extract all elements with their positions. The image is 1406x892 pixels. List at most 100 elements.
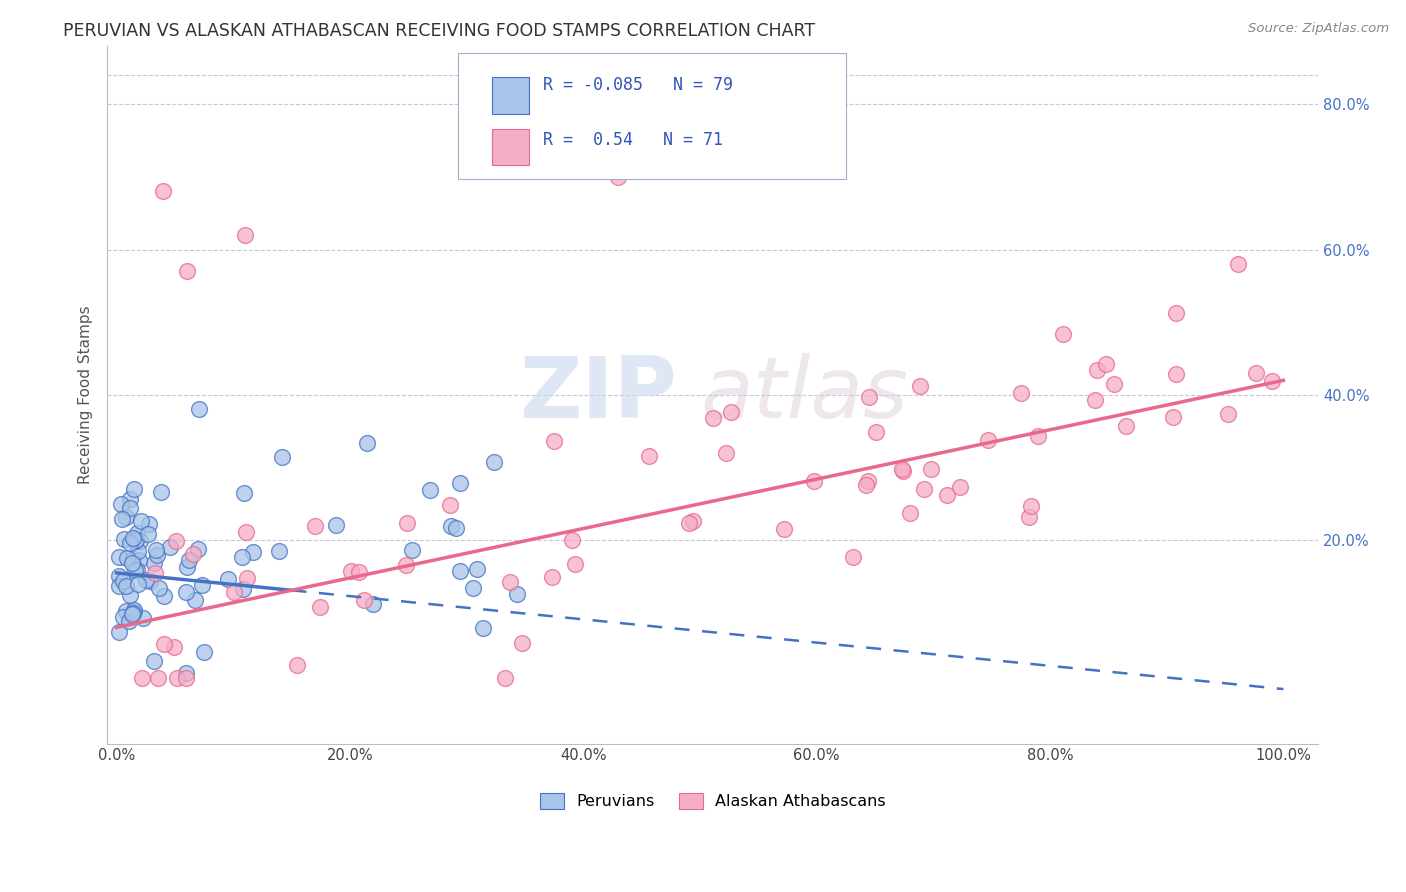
Text: Source: ZipAtlas.com: Source: ZipAtlas.com bbox=[1249, 22, 1389, 36]
Point bbox=[920, 462, 942, 476]
Point bbox=[152, 185, 174, 199]
Point bbox=[112, 532, 135, 546]
Point bbox=[1026, 429, 1049, 443]
Point bbox=[1244, 366, 1267, 380]
FancyBboxPatch shape bbox=[458, 54, 846, 178]
Point bbox=[842, 549, 865, 564]
Point bbox=[401, 543, 423, 558]
Point bbox=[193, 645, 215, 659]
Point bbox=[125, 533, 148, 548]
Point bbox=[472, 621, 495, 635]
Point bbox=[174, 585, 197, 599]
Point bbox=[353, 593, 375, 607]
Point bbox=[143, 556, 166, 570]
Point bbox=[720, 405, 742, 419]
Point bbox=[856, 474, 879, 488]
Point bbox=[1052, 327, 1074, 342]
Point bbox=[232, 582, 254, 596]
Point bbox=[505, 587, 527, 601]
Point bbox=[498, 574, 520, 589]
Point bbox=[865, 425, 887, 439]
Point bbox=[114, 509, 136, 524]
Point bbox=[127, 577, 149, 591]
Point bbox=[127, 544, 149, 558]
Point bbox=[163, 640, 186, 654]
Point bbox=[128, 533, 150, 548]
Point bbox=[449, 565, 471, 579]
Point bbox=[702, 410, 724, 425]
Point bbox=[122, 552, 145, 566]
Point bbox=[181, 547, 204, 561]
Point bbox=[112, 610, 135, 624]
Point bbox=[1161, 410, 1184, 425]
Point bbox=[482, 455, 505, 469]
Bar bbox=[492, 78, 529, 113]
Point bbox=[678, 516, 700, 530]
Text: R =  0.54   N = 71: R = 0.54 N = 71 bbox=[543, 131, 723, 149]
Point bbox=[190, 577, 212, 591]
Point bbox=[1010, 385, 1032, 400]
Point bbox=[908, 379, 931, 393]
Point bbox=[115, 579, 138, 593]
Point bbox=[936, 487, 959, 501]
Point bbox=[120, 501, 142, 516]
Point bbox=[1261, 374, 1284, 388]
Point bbox=[891, 463, 914, 477]
Point bbox=[269, 544, 291, 558]
Point bbox=[232, 486, 254, 500]
Point bbox=[395, 558, 418, 572]
Point bbox=[108, 569, 131, 583]
Point bbox=[439, 498, 461, 512]
Point bbox=[176, 560, 198, 574]
Point bbox=[1166, 368, 1188, 382]
Point bbox=[912, 482, 935, 496]
Text: R = -0.085   N = 79: R = -0.085 N = 79 bbox=[543, 77, 733, 95]
Point bbox=[183, 593, 205, 607]
Point bbox=[361, 597, 384, 611]
Point bbox=[118, 588, 141, 602]
Point bbox=[108, 579, 131, 593]
Point bbox=[449, 475, 471, 490]
Point bbox=[270, 450, 292, 465]
Legend: Peruvians, Alaskan Athabascans: Peruvians, Alaskan Athabascans bbox=[533, 787, 893, 816]
Point bbox=[111, 512, 134, 526]
Point bbox=[682, 514, 704, 528]
Point bbox=[891, 462, 914, 476]
Point bbox=[803, 474, 825, 488]
Point bbox=[129, 514, 152, 528]
Point bbox=[772, 522, 794, 536]
Point bbox=[165, 534, 187, 549]
Point bbox=[1218, 407, 1240, 421]
Point bbox=[1018, 509, 1040, 524]
Point bbox=[110, 497, 132, 511]
Point bbox=[146, 549, 169, 563]
Point bbox=[125, 563, 148, 577]
Text: ZIP: ZIP bbox=[519, 353, 676, 436]
Point bbox=[235, 524, 257, 539]
Point bbox=[179, 553, 201, 567]
Point bbox=[898, 506, 921, 520]
Point bbox=[118, 536, 141, 550]
Point bbox=[138, 574, 160, 589]
Point bbox=[494, 671, 516, 685]
Point bbox=[224, 584, 246, 599]
Point bbox=[142, 654, 165, 668]
Point bbox=[461, 581, 484, 595]
Point bbox=[121, 607, 143, 622]
Point bbox=[153, 589, 176, 603]
Point bbox=[1019, 499, 1042, 513]
Point bbox=[242, 545, 264, 559]
Point bbox=[148, 581, 170, 595]
Point bbox=[217, 573, 239, 587]
Point bbox=[308, 600, 330, 615]
Point bbox=[176, 264, 198, 278]
Point bbox=[143, 566, 166, 580]
Point bbox=[638, 449, 661, 463]
Bar bbox=[492, 128, 529, 165]
Point bbox=[146, 671, 169, 685]
Point bbox=[440, 519, 463, 533]
Point bbox=[108, 549, 131, 564]
Point bbox=[285, 657, 308, 672]
Point bbox=[187, 402, 209, 417]
Point bbox=[1115, 418, 1137, 433]
